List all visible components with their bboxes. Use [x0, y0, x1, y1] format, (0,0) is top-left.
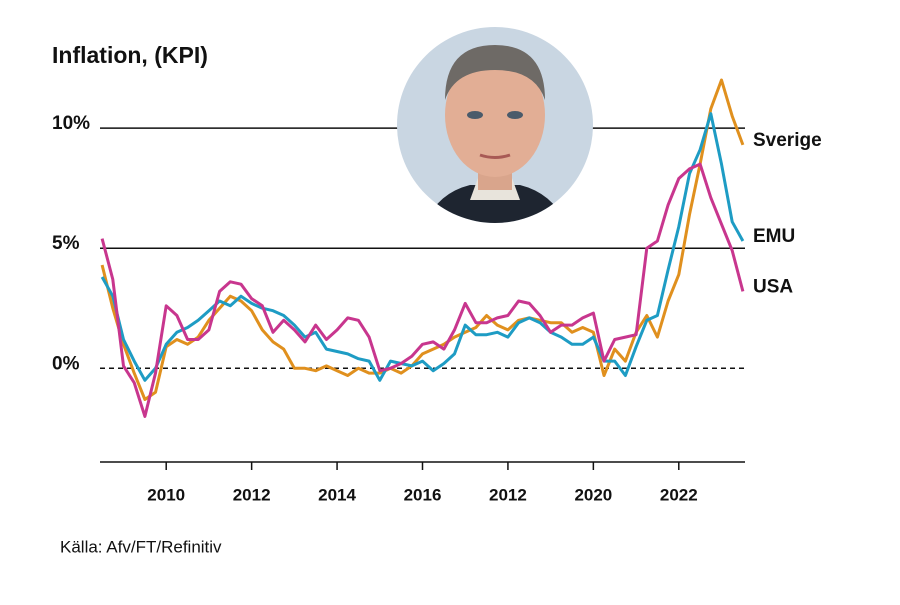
face — [445, 53, 545, 177]
plot: Sverige EMU USA — [100, 78, 822, 418]
x-tick-label: 2012 — [489, 485, 527, 504]
x-tick-label: 2010 — [147, 485, 185, 504]
x-tick-label: 2022 — [660, 485, 698, 504]
eye — [467, 111, 483, 119]
x-tick-label: 2016 — [404, 485, 442, 504]
series-label: USA — [753, 276, 793, 297]
source: Källa: Afv/FT/Refinitiv — [60, 537, 222, 556]
x-tick-label: 2020 — [574, 485, 612, 504]
y-tick-label: 10% — [52, 113, 90, 134]
x-tick-label: 2012 — [233, 485, 271, 504]
photo — [397, 27, 593, 223]
jacket — [420, 185, 572, 223]
series-line — [100, 162, 745, 418]
series-line — [100, 112, 745, 382]
hair — [445, 45, 545, 100]
y-tick-label: 0% — [52, 353, 80, 374]
eye — [507, 111, 523, 119]
mouth — [479, 153, 511, 159]
y-tick-label: 5% — [52, 233, 80, 254]
x-tick-label: 2014 — [318, 485, 356, 504]
series-label: Sverige — [753, 130, 822, 151]
grid: 0% 5% 10% 2010 2012 2014 2016 2012 2020 2022 — [52, 113, 745, 504]
series-label: EMU — [753, 226, 795, 247]
chart-title: Inflation, (KPI) — [52, 42, 208, 68]
